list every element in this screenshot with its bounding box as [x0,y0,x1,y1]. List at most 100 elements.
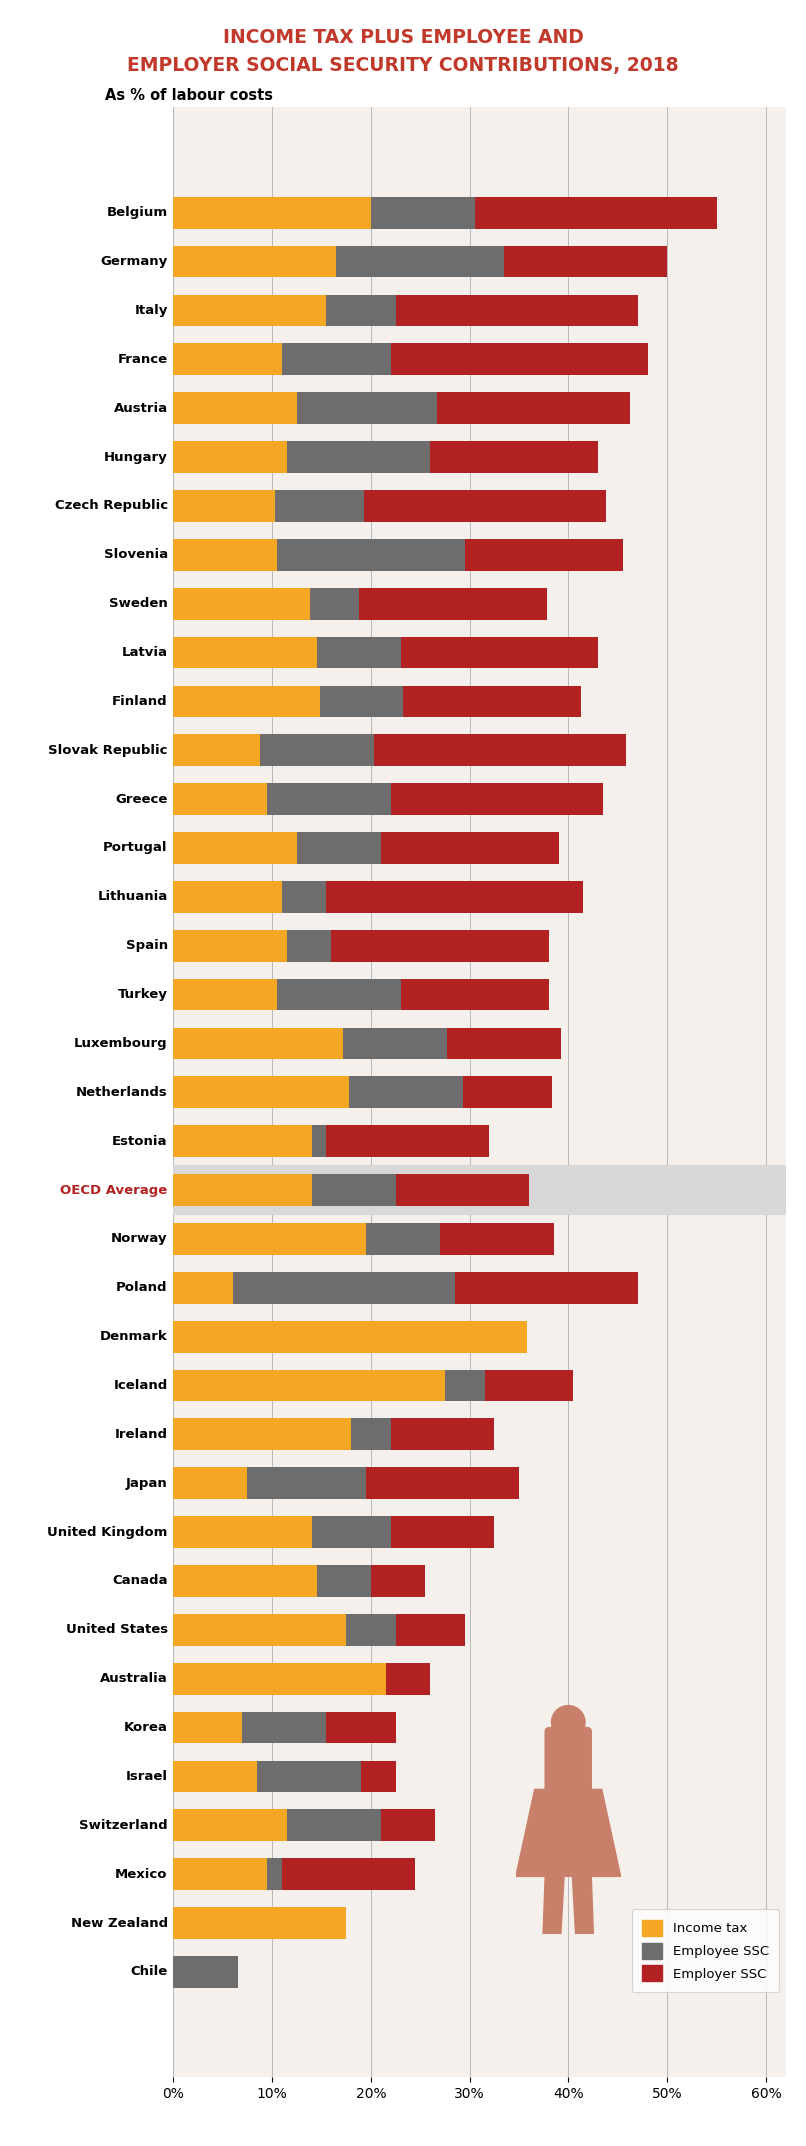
Bar [297,393,437,425]
Bar [391,783,603,815]
Bar [404,685,581,717]
Bar [445,1369,484,1401]
Bar [277,539,465,571]
Legend: Income tax, Employee SSC, Employer SSC: Income tax, Employee SSC, Employer SSC [632,1910,779,1991]
Bar [437,393,629,425]
Bar [173,637,317,667]
Bar [247,1468,366,1500]
Bar [351,1419,391,1451]
Bar [326,294,396,326]
Bar [173,1468,247,1500]
Bar [371,1564,426,1597]
Bar [374,734,625,766]
Bar [331,929,549,961]
Bar [173,1419,351,1451]
Bar [287,1809,380,1841]
Bar [465,539,623,571]
Bar [287,929,331,961]
Bar [173,1028,343,1060]
Bar [312,1517,391,1547]
Bar [282,343,391,376]
Bar [319,685,404,717]
Bar [173,1369,445,1401]
Bar [287,442,430,472]
Bar [173,882,282,912]
Bar [173,1125,312,1157]
Bar [455,1273,638,1303]
Bar [173,1273,233,1303]
Bar [173,734,260,766]
Bar [391,1517,494,1547]
Bar [484,1369,573,1401]
Bar [173,539,277,571]
Bar [173,442,287,472]
Bar [343,1028,447,1060]
Bar [243,1713,326,1743]
Bar [366,1468,519,1500]
Bar [275,489,364,521]
Bar [317,1564,371,1597]
Bar [173,588,310,620]
Bar [173,1614,347,1646]
Bar [361,1760,396,1792]
Bar [164,1165,806,1215]
Bar [173,1174,312,1206]
Polygon shape [543,1876,564,1934]
Bar [386,1663,430,1695]
Bar [326,882,584,912]
Bar [366,1223,440,1255]
Bar [297,833,380,865]
Bar [173,1517,312,1547]
Bar [475,197,717,230]
Bar [267,1858,282,1891]
Bar [336,245,505,277]
Bar [401,637,598,667]
Bar [267,783,391,815]
Bar [317,637,401,667]
Bar [349,1077,463,1107]
Bar [277,979,401,1011]
Bar [371,197,475,230]
Bar [173,245,336,277]
Bar [173,1320,527,1352]
Bar [326,1125,489,1157]
Bar [310,588,359,620]
Bar [282,1858,415,1891]
Bar [173,783,267,815]
Bar [173,929,287,961]
Bar [380,833,559,865]
Bar [505,245,667,277]
Bar [260,734,374,766]
Polygon shape [572,1876,593,1934]
Bar [463,1077,551,1107]
Bar [401,979,549,1011]
Bar [173,1809,287,1841]
Bar [396,1174,529,1206]
Bar [173,393,297,425]
Bar [173,197,371,230]
Bar [396,294,638,326]
Bar [173,979,277,1011]
Bar [257,1760,361,1792]
Bar [312,1125,326,1157]
Bar [430,442,598,472]
Bar [233,1273,455,1303]
Bar [173,833,297,865]
Bar [173,685,319,717]
Text: INCOME TAX PLUS EMPLOYEE AND: INCOME TAX PLUS EMPLOYEE AND [222,28,584,47]
Bar [173,489,275,521]
Bar [391,1419,494,1451]
Bar [347,1614,396,1646]
Bar [396,1614,465,1646]
Bar [173,1663,386,1695]
Bar [173,1760,257,1792]
Bar [364,489,606,521]
Bar [173,294,326,326]
Bar [173,1858,267,1891]
Bar [173,1564,317,1597]
Bar [173,1713,243,1743]
Bar [173,1223,366,1255]
Bar [447,1028,561,1060]
Bar [326,1713,396,1743]
Text: EMPLOYER SOCIAL SECURITY CONTRIBUTIONS, 2018: EMPLOYER SOCIAL SECURITY CONTRIBUTIONS, … [127,56,679,75]
